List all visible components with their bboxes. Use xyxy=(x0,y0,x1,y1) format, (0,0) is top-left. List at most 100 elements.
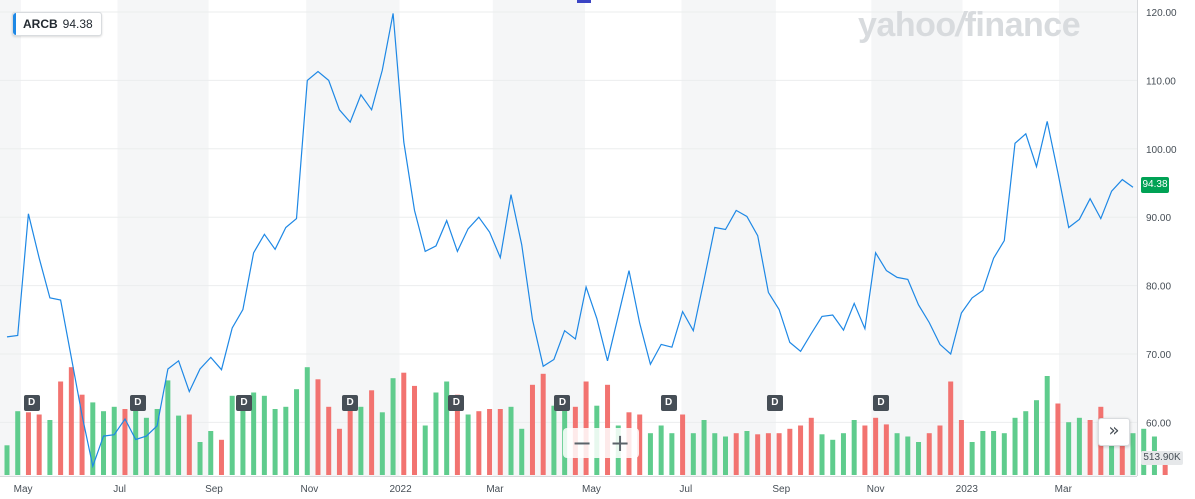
volume-bar xyxy=(304,367,310,475)
x-tick-label: Nov xyxy=(301,484,319,495)
volume-bar xyxy=(1001,433,1007,475)
month-band xyxy=(492,0,586,476)
volume-bar xyxy=(1066,422,1072,475)
volume-bar xyxy=(808,417,814,475)
volume-bar xyxy=(851,420,857,475)
volume-bar xyxy=(15,411,21,475)
volume-tag: 513.90K xyxy=(1141,451,1183,465)
volume-bar xyxy=(58,381,64,475)
volume-bar xyxy=(894,433,900,475)
x-tick-label: 2023 xyxy=(956,484,979,495)
dividend-marker[interactable]: D xyxy=(448,395,465,411)
volume-bar xyxy=(186,414,192,475)
volume-bar xyxy=(444,381,450,475)
dividend-marker[interactable]: D xyxy=(660,395,677,411)
expand-chart-button[interactable]: » xyxy=(1098,418,1130,446)
volume-bar xyxy=(669,433,675,475)
volume-bar xyxy=(347,409,353,475)
volume-bar xyxy=(1130,433,1136,475)
volume-bar xyxy=(379,412,385,475)
volume-bar xyxy=(958,420,964,475)
volume-bar xyxy=(176,415,182,475)
dividend-marker[interactable]: D xyxy=(129,395,146,411)
x-axis-ticks: May Jul Sep Nov 2022 Mar May Jul Sep Nov 2023 Mar xyxy=(14,484,1073,495)
volume-bar xyxy=(1087,420,1093,475)
x-tick-label: Mar xyxy=(486,484,504,495)
volume-bar xyxy=(487,409,493,475)
volume-bar xyxy=(862,425,868,475)
zoom-in-button[interactable]: + xyxy=(609,429,631,457)
ticker-badge[interactable]: ARCB 94.38 xyxy=(12,12,102,36)
y-tick-label: 90.00 xyxy=(1146,213,1171,224)
volume-bar xyxy=(229,395,235,475)
gridlines xyxy=(0,11,1137,423)
volume-bar xyxy=(883,424,889,475)
volume-bar xyxy=(4,445,10,475)
volume-bar xyxy=(454,394,460,475)
series-color-bar xyxy=(13,13,16,35)
y-axis-ticks: 120.00 110.00 100.00 90.00 80.00 70.00 60.00 xyxy=(1146,8,1177,429)
y-tick-label: 70.00 xyxy=(1146,350,1171,361)
dividend-marker[interactable]: D xyxy=(342,395,359,411)
volume-bar xyxy=(680,414,686,475)
volume-bar xyxy=(1044,376,1050,475)
volume-bar xyxy=(401,372,407,475)
volume-bar xyxy=(647,433,653,475)
volume-bar xyxy=(497,409,503,475)
volume-bar xyxy=(1109,428,1115,475)
volume-bar xyxy=(980,431,986,475)
volume-bar xyxy=(722,436,728,475)
ticker-symbol: ARCB xyxy=(23,17,58,31)
dividend-marker[interactable]: D xyxy=(872,395,889,411)
volume-bar xyxy=(433,392,439,475)
volume-bar xyxy=(798,425,804,475)
dividend-marker[interactable]: D xyxy=(23,395,40,411)
volume-bar xyxy=(422,425,428,475)
ticker-price: 94.38 xyxy=(62,17,93,31)
volume-bar xyxy=(926,433,932,475)
volume-bar xyxy=(1012,417,1018,475)
volume-bar xyxy=(1023,411,1029,475)
x-tick-label: Jul xyxy=(679,484,692,495)
month-band xyxy=(1059,0,1137,476)
volume-bar xyxy=(133,395,139,475)
volume-bar xyxy=(390,378,396,475)
month-band xyxy=(681,0,776,476)
x-tick-label: Sep xyxy=(205,484,223,495)
volume-bar xyxy=(916,442,922,475)
dividend-marker[interactable]: D xyxy=(554,395,571,411)
volume-bar xyxy=(529,384,535,475)
volume-bar xyxy=(1119,420,1125,475)
volume-bar xyxy=(122,409,128,475)
volume-bar xyxy=(701,420,707,475)
volume-bar xyxy=(154,409,160,475)
month-bands xyxy=(0,0,1137,476)
volume-bar xyxy=(218,439,224,475)
volume-bar xyxy=(101,411,107,475)
x-tick-label: Sep xyxy=(772,484,790,495)
volume-bar xyxy=(68,367,74,475)
dividend-marker[interactable]: D xyxy=(235,395,252,411)
volume-bar xyxy=(937,425,943,475)
volume-bar xyxy=(79,394,85,475)
volume-bar xyxy=(551,405,557,475)
volume-bar xyxy=(476,411,482,475)
volume-bar xyxy=(261,395,267,475)
volume-bar xyxy=(819,434,825,475)
volume-bar xyxy=(165,380,171,475)
volume-bar xyxy=(111,406,117,475)
volume-bar xyxy=(143,417,149,475)
volume-bar xyxy=(369,390,375,475)
dividend-marker[interactable]: D xyxy=(766,395,783,411)
volume-bar xyxy=(637,414,643,475)
volume-bar xyxy=(1033,400,1039,475)
volume-bar xyxy=(991,431,997,475)
volume-bar xyxy=(412,385,418,475)
y-tick-label: 120.00 xyxy=(1146,8,1177,19)
volume-bar xyxy=(658,425,664,475)
volume-bar xyxy=(712,433,718,475)
volume-bar xyxy=(733,433,739,475)
zoom-out-button[interactable]: − xyxy=(571,429,593,457)
volume-bar xyxy=(251,392,257,475)
